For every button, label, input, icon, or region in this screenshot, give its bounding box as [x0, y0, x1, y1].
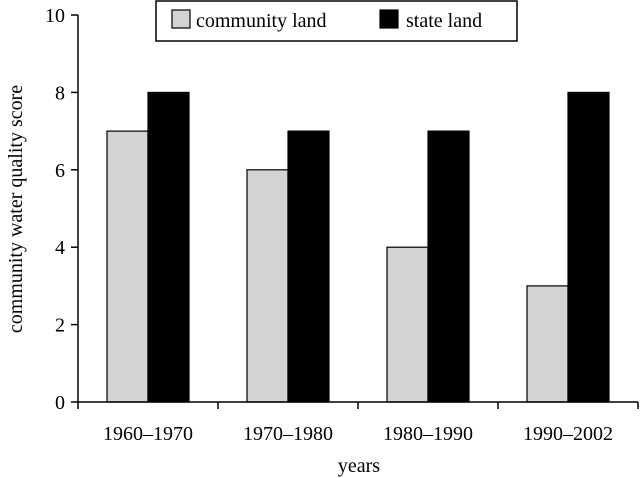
y-tick-label: 6: [55, 160, 65, 182]
x-tick-label: 1980–1990: [383, 423, 473, 445]
bars-group: [106, 91, 610, 403]
y-axis-title: community water quality score: [5, 85, 27, 333]
y-tick-label: 10: [45, 5, 65, 27]
y-tick-label: 0: [55, 392, 65, 414]
legend-swatch-state-land: [379, 9, 399, 29]
legend-label-community-land: community land: [196, 10, 327, 32]
x-tick-label: 1960–1970: [103, 423, 193, 445]
y-axis-ticks: 0 2 4 6 8 10: [45, 5, 78, 414]
x-axis-ticks: 1960–1970 1970–1980 1980–1990 1990–2002: [77, 402, 639, 445]
x-tick-label: 1970–1980: [243, 423, 333, 445]
legend-swatch-community-land: [171, 9, 191, 29]
y-tick-label: 2: [55, 315, 65, 337]
legend-box: [155, 0, 518, 42]
x-axis-title: years: [338, 455, 380, 477]
x-tick-label: 1990–2002: [523, 423, 613, 445]
y-tick-label: 4: [55, 237, 65, 259]
bar-community-land: [526, 285, 569, 403]
bar-state-land: [427, 130, 470, 403]
bar-state-land: [567, 91, 610, 403]
y-tick-label: 8: [55, 82, 65, 104]
legend: community land state land: [155, 0, 518, 42]
bar-community-land: [386, 246, 429, 403]
bar-state-land: [287, 130, 330, 403]
legend-label-state-land: state land: [406, 10, 482, 32]
bar-state-land: [147, 91, 190, 403]
bar-community-land: [106, 130, 149, 403]
bar-community-land: [246, 169, 289, 403]
